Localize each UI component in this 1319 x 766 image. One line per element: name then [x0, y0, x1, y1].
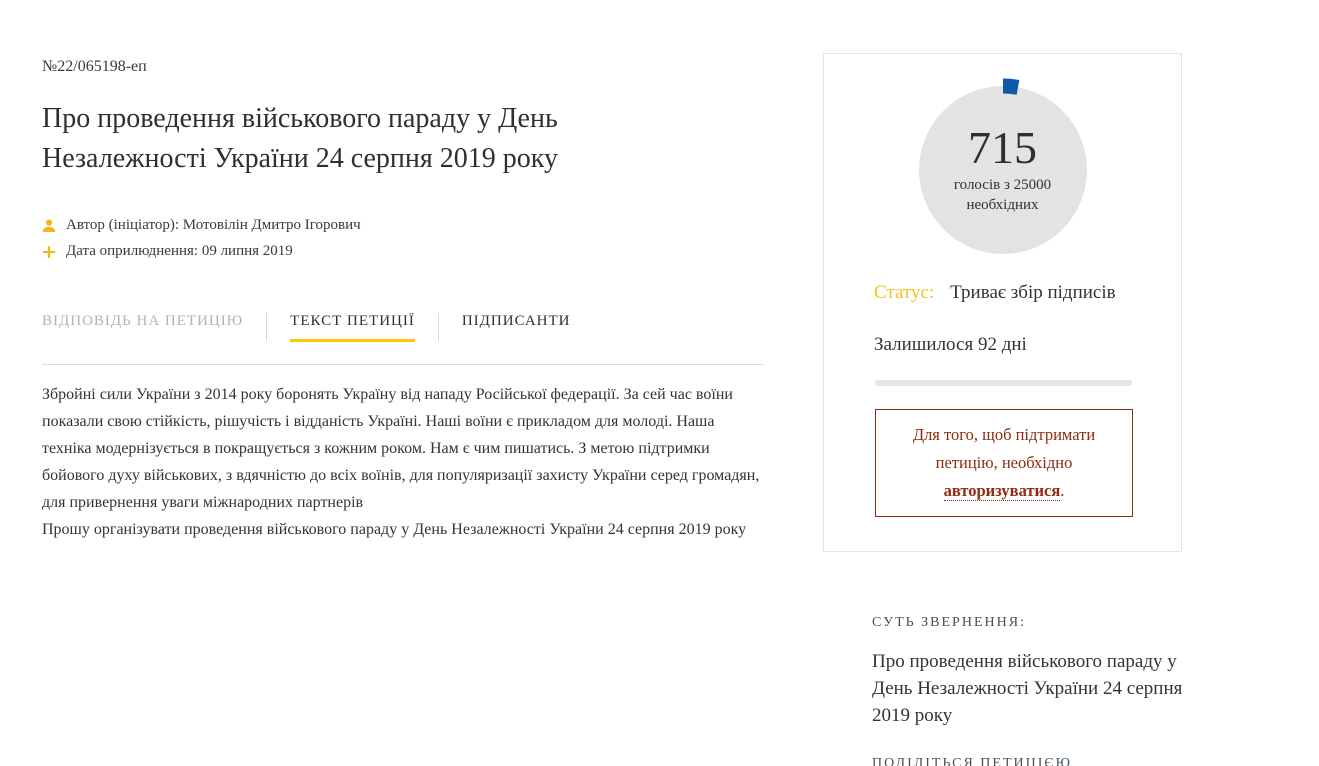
plus-icon: + [41, 240, 57, 263]
petition-paragraph: Збройні сили України з 2014 року боронят… [42, 386, 760, 511]
votes-count: 715 [968, 122, 1037, 173]
authorize-link[interactable]: авторизуватися [943, 481, 1061, 501]
votes-caption-line2: необхідних [966, 197, 1039, 213]
tab-divider [437, 313, 439, 341]
progress-ring [918, 78, 1087, 254]
essence-heading: СУТЬ ЗВЕРНЕННЯ: [872, 615, 1026, 630]
tab-divider [266, 313, 268, 341]
status-label: Статус: [874, 282, 935, 303]
tab-signers[interactable]: ПІДПИСАНТИ [461, 313, 571, 329]
user-icon [42, 219, 56, 233]
page-title: Про проведення військового параду у День… [42, 103, 558, 174]
date-row: + Дата оприлюднення: 09 липня 2019 [41, 240, 293, 263]
votes-panel: 715 голосів з 25000 необхідних Статус: Т… [823, 53, 1182, 552]
votes-caption-line1: голосів з 25000 [953, 177, 1052, 193]
petition-body: Збройні сили України з 2014 року боронят… [42, 381, 767, 543]
share-heading: ПОДІЛІТЬСЯ ПЕТИЦІЄЮ [872, 756, 1073, 766]
tab-petition-response[interactable]: ВІДПОВІДЬ НА ПЕТИЦІЮ [42, 313, 244, 329]
auth-notice-suffix: . [1060, 481, 1065, 500]
author-label: Автор (ініціатор): Мотовілін Дмитро Ігор… [66, 217, 361, 233]
date-label: Дата оприлюднення: 09 липня 2019 [66, 243, 293, 259]
content-divider [42, 364, 763, 365]
essence-text: Про проведення військового параду у День… [872, 651, 1183, 726]
tab-bar: ВІДПОВІДЬ НА ПЕТИЦІЮ ТЕКСТ ПЕТИЦІЇ ПІДПИ… [42, 313, 571, 342]
progress-arc [1002, 78, 1019, 95]
author-row: Автор (ініціатор): Мотовілін Дмитро Ігор… [42, 217, 361, 234]
votes-progress-circle: 715 голосів з 25000 необхідних [913, 74, 1093, 254]
circle-background [918, 86, 1087, 254]
votes-caption: голосів з 25000 необхідних [954, 175, 1051, 215]
days-left: Залишилося 92 дні [874, 334, 1027, 355]
petition-paragraph: Прошу організувати проведення військовог… [42, 521, 747, 538]
votes-summary: 715 голосів з 25000 необхідних [913, 86, 1093, 254]
auth-notice-box: Для того, щоб підтримати петицію, необхі… [875, 409, 1133, 517]
auth-notice-text: Для того, щоб підтримати петицію, необхі… [912, 425, 1096, 472]
petition-number: №22/065198-еп [42, 58, 147, 75]
progress-bar [875, 380, 1132, 386]
status-row: Статус: Триває збір підписів [874, 282, 1116, 304]
status-value: Триває збір підписів [950, 282, 1116, 303]
tab-petition-text[interactable]: ТЕКСТ ПЕТИЦІЇ [290, 313, 415, 342]
